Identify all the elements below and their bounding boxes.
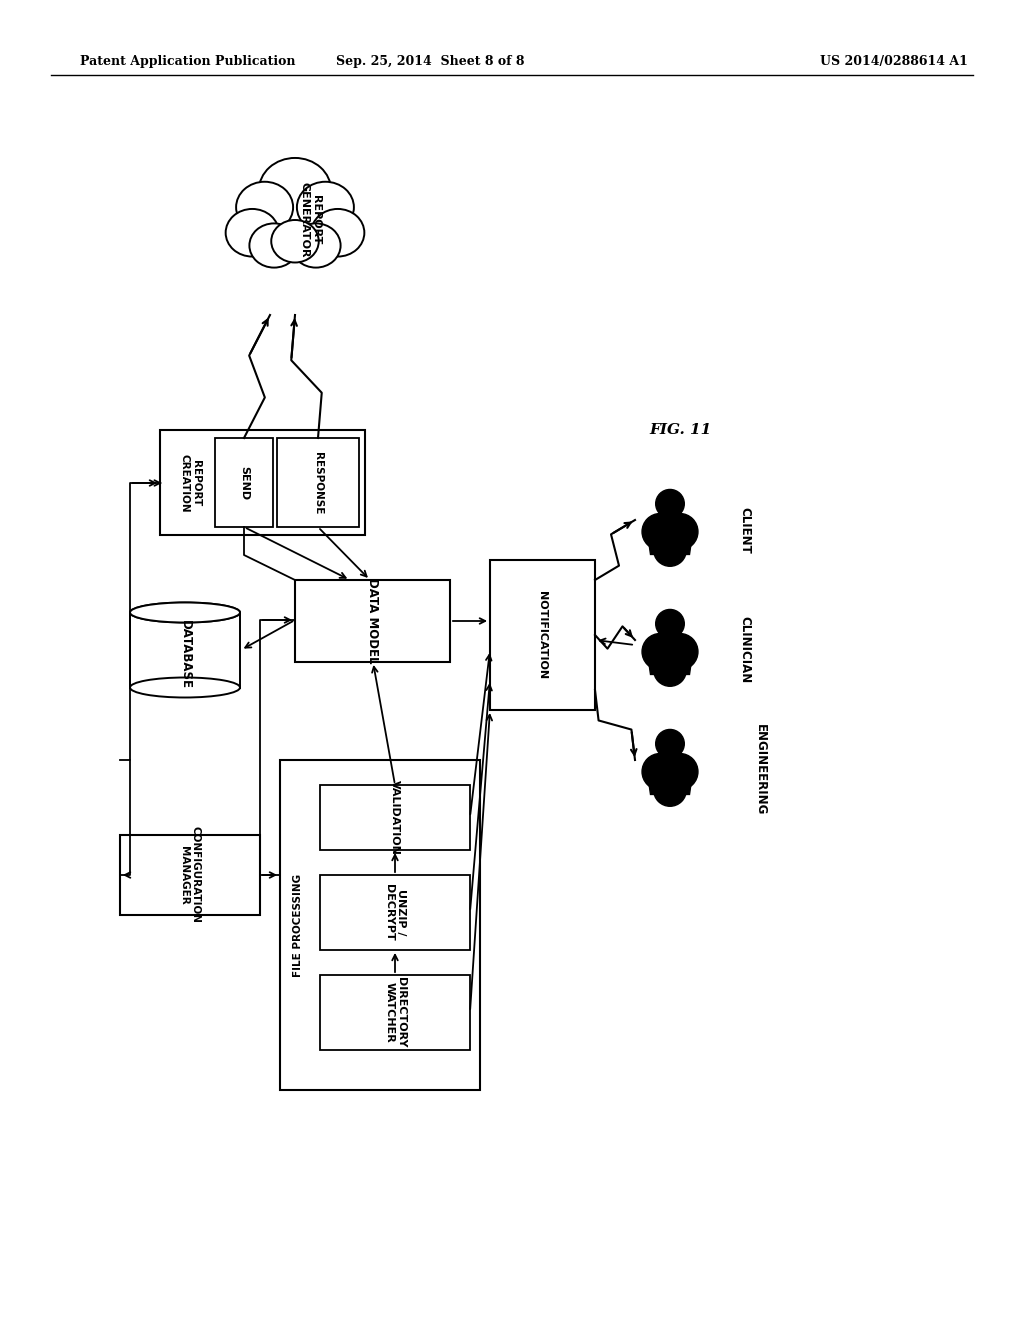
Ellipse shape — [200, 139, 390, 301]
Ellipse shape — [130, 602, 240, 623]
Bar — [130, 612, 240, 688]
Text: FIG. 11: FIG. 11 — [649, 422, 711, 437]
Circle shape — [655, 730, 684, 758]
Text: US 2014/0288614 A1: US 2014/0288614 A1 — [820, 55, 968, 69]
Circle shape — [642, 634, 679, 671]
Bar — [319, 785, 470, 850]
Bar — [319, 875, 470, 950]
Text: NOTIFICATION: NOTIFICATION — [538, 591, 548, 678]
Text: DIRECTORY
WATCHER: DIRECTORY WATCHER — [384, 977, 406, 1048]
Circle shape — [653, 774, 686, 807]
Text: RESPONSE: RESPONSE — [313, 451, 323, 515]
Text: FILE PROCESSING: FILE PROCESSING — [293, 874, 303, 977]
Bar — [278, 438, 359, 527]
Text: CONFIGURATION
MANAGER: CONFIGURATION MANAGER — [179, 826, 201, 924]
Bar — [160, 430, 365, 535]
Circle shape — [655, 490, 684, 517]
Bar — [295, 579, 450, 663]
Text: ENGINEERING: ENGINEERING — [754, 725, 767, 816]
Text: REPORT
CREATION: REPORT CREATION — [179, 454, 201, 512]
Text: REPORT
GENERATOR: REPORT GENERATOR — [299, 182, 321, 257]
Circle shape — [642, 754, 679, 789]
Circle shape — [653, 653, 686, 686]
Bar — [490, 560, 595, 710]
Polygon shape — [647, 772, 693, 795]
Circle shape — [662, 754, 698, 789]
Polygon shape — [647, 532, 693, 554]
Ellipse shape — [259, 158, 331, 223]
Text: Sep. 25, 2014  Sheet 8 of 8: Sep. 25, 2014 Sheet 8 of 8 — [336, 55, 524, 69]
Ellipse shape — [225, 209, 279, 256]
Circle shape — [655, 610, 684, 638]
Ellipse shape — [237, 182, 293, 232]
Text: CLINICIAN: CLINICIAN — [738, 616, 752, 684]
Ellipse shape — [250, 223, 299, 268]
Circle shape — [662, 513, 698, 550]
Bar — [280, 760, 480, 1090]
Circle shape — [662, 634, 698, 671]
Ellipse shape — [130, 602, 240, 623]
Ellipse shape — [130, 677, 240, 697]
Ellipse shape — [297, 182, 354, 232]
Circle shape — [642, 513, 679, 550]
Ellipse shape — [311, 209, 365, 256]
Text: VALIDATION: VALIDATION — [390, 780, 400, 855]
Ellipse shape — [271, 220, 318, 263]
Text: DATA MODEL: DATA MODEL — [366, 578, 379, 664]
Polygon shape — [647, 652, 693, 675]
Text: CLIENT: CLIENT — [738, 507, 752, 553]
Text: Patent Application Publication: Patent Application Publication — [80, 55, 296, 69]
Bar — [215, 438, 273, 527]
Circle shape — [653, 533, 686, 566]
Ellipse shape — [291, 223, 341, 268]
Bar — [120, 836, 260, 915]
Text: DATABASE: DATABASE — [178, 620, 191, 689]
Text: UNZIP /
DECRYPT: UNZIP / DECRYPT — [384, 884, 406, 941]
Bar — [319, 975, 470, 1049]
Text: SEND: SEND — [239, 466, 249, 500]
